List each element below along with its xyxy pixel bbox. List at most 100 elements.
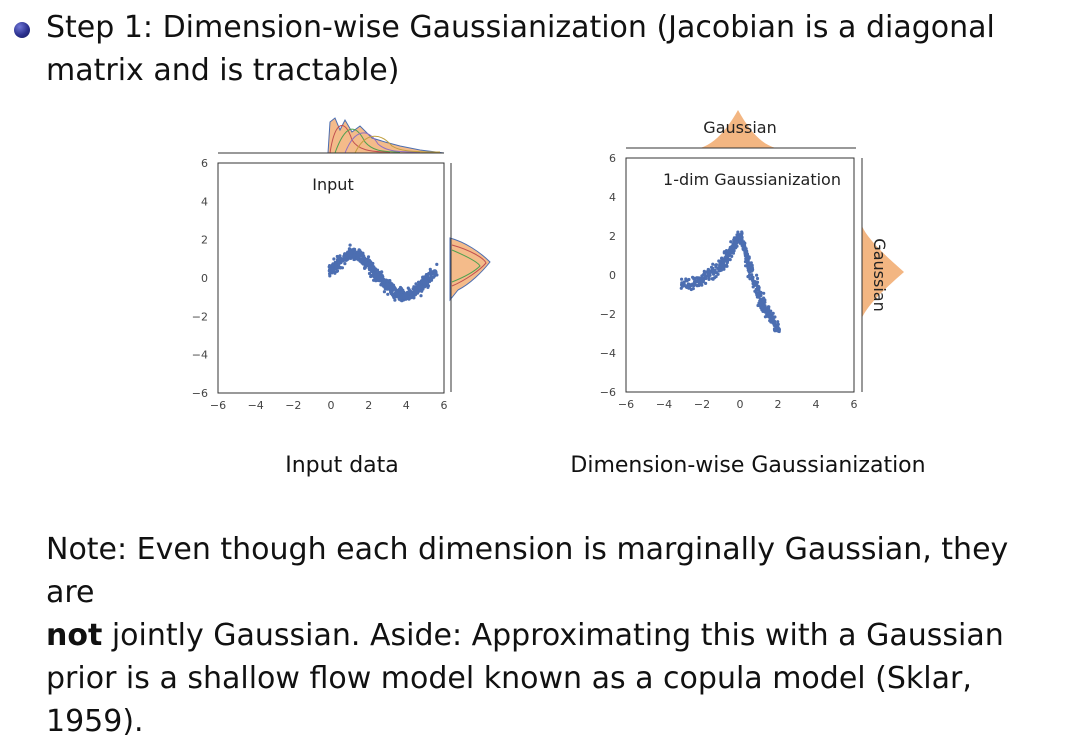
x-tick-label: 4	[813, 398, 820, 411]
scatter-point	[735, 237, 739, 241]
chart-gaussianized: Gaussian Gaussian 1-dim Gaussianization …	[600, 110, 904, 411]
data-point	[346, 250, 353, 257]
scatter-point	[680, 277, 684, 281]
scatter-point	[736, 230, 740, 234]
x-tick-label: −2	[285, 399, 301, 412]
scatter-point	[371, 261, 375, 266]
data-point	[356, 252, 363, 258]
scatter-point	[712, 272, 716, 276]
scatter-point	[371, 272, 375, 276]
scatter-point	[414, 282, 418, 286]
x-tick-label: 0	[737, 398, 744, 411]
x-tick-label: 6	[851, 398, 858, 411]
scatter-point	[735, 241, 739, 245]
caption-left: Input data	[285, 453, 399, 478]
note-prefix: Note: Even though each dimension is marg…	[46, 532, 1009, 610]
scatter-point	[704, 281, 708, 285]
scatter-point	[729, 240, 733, 244]
x-tick-label: −4	[656, 398, 672, 411]
scatter-point	[332, 257, 336, 261]
scatter-point	[393, 298, 397, 302]
scatter-point	[399, 295, 403, 300]
scatter-point	[412, 296, 416, 300]
scatter-point	[333, 271, 337, 275]
caption-right: Dimension-wise Gaussianization	[570, 453, 925, 478]
scatter-point	[762, 304, 766, 308]
scatter-point	[390, 293, 395, 297]
axes-left	[217, 162, 445, 394]
scatter-point	[705, 270, 709, 274]
scatter-point	[389, 287, 393, 291]
scatter-point	[759, 297, 763, 301]
y-tick-label: 6	[609, 152, 616, 165]
data-point	[412, 288, 419, 295]
scatter-point	[750, 267, 754, 271]
scatter-point	[750, 277, 755, 281]
top-marginal-left	[327, 117, 445, 154]
scatter-point	[426, 284, 431, 288]
scatter-point	[756, 285, 760, 289]
y-tick-label: −4	[192, 349, 208, 362]
scatter-point	[701, 273, 706, 277]
data-point	[431, 269, 438, 276]
scatter-point	[757, 288, 761, 292]
x-tick-label: 4	[403, 399, 410, 412]
data-point	[375, 273, 382, 280]
scatter-point	[755, 276, 760, 281]
x-tick-label: 2	[775, 398, 782, 411]
scatter-point	[376, 278, 380, 283]
figure: Input −6 −4 −2 0 2 4 6 6 4 2 0 −2 −4 −6 Gaussian Gaus…	[192, 110, 926, 478]
y-tick-label: −2	[192, 310, 208, 323]
scatter-point	[380, 280, 384, 284]
data-point	[422, 278, 429, 285]
scatter-point	[387, 279, 391, 283]
scatter-point	[342, 255, 347, 259]
scatter-point	[343, 252, 347, 256]
scatter-point	[695, 284, 699, 288]
scatter-point	[762, 291, 766, 295]
scatter-point	[338, 265, 343, 270]
scatter-point	[366, 255, 371, 259]
x-tick-label: −2	[694, 398, 710, 411]
scatter-point	[408, 291, 412, 295]
scatter-point	[768, 319, 772, 323]
note-suffix: jointly Gaussian. Aside: Approximating t…	[46, 618, 1004, 739]
scatter-point	[363, 266, 367, 270]
chart-title: 1-dim Gaussianization	[663, 170, 841, 189]
y-tick-label: 4	[609, 191, 616, 204]
note-bold: not	[46, 618, 103, 653]
scatter-point	[711, 269, 716, 274]
note-paragraph: Note: Even though each dimension is marg…	[46, 528, 1066, 743]
x-tick-label: −6	[618, 398, 634, 411]
scatter-point	[382, 290, 386, 294]
y-tick-label: −2	[600, 308, 616, 321]
scatter-point	[367, 271, 372, 276]
scatter-point	[755, 273, 759, 277]
data-point	[328, 267, 334, 274]
scatter-point	[390, 290, 394, 294]
scatter-point	[707, 276, 711, 280]
y-tick-label: 4	[201, 195, 208, 208]
scatter-point	[374, 279, 378, 283]
scatter-point	[691, 282, 695, 286]
scatter-point	[386, 292, 390, 296]
scatter-point	[382, 278, 386, 282]
scatter-point	[720, 256, 724, 260]
y-tick-label: −6	[600, 386, 616, 399]
scatter-points-left	[327, 243, 439, 303]
scatter-point	[408, 295, 412, 299]
scatter-point	[708, 271, 712, 275]
y-tick-label: −4	[600, 347, 616, 360]
data-point	[746, 262, 753, 269]
scatter-point	[714, 263, 718, 267]
scatter-point	[393, 286, 397, 291]
scatter-point	[427, 271, 431, 275]
scatter-point	[759, 301, 764, 305]
scatter-point	[397, 287, 402, 291]
scatter-point	[420, 289, 424, 293]
scatter-point	[766, 305, 770, 309]
scatter-point	[771, 318, 776, 322]
data-point	[680, 281, 686, 288]
scatter-point	[716, 272, 720, 276]
scatter-point	[348, 243, 352, 247]
